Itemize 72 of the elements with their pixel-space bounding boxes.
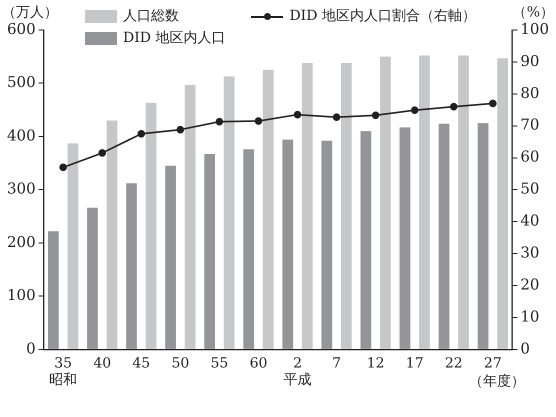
y2-tick-label: 40	[520, 212, 540, 230]
point	[450, 102, 458, 110]
bar	[224, 76, 235, 349]
bar	[48, 231, 59, 349]
bar	[438, 124, 450, 349]
bar	[243, 149, 254, 349]
point	[372, 111, 380, 120]
bar	[68, 143, 78, 349]
bar	[360, 131, 372, 349]
x-axis-title: （年度）	[468, 374, 525, 390]
y-axis-title: （万人）	[2, 4, 58, 21]
x-tick-label: 7	[332, 355, 342, 372]
y2-tick-label: 20	[520, 275, 540, 294]
y2-tick-label: 10	[520, 307, 540, 326]
bar	[478, 123, 488, 349]
y-tick-label: 200	[6, 232, 36, 251]
bar	[419, 56, 430, 349]
point	[137, 130, 146, 138]
bar	[106, 120, 118, 349]
y2-tick-label: 50	[520, 180, 540, 198]
bar	[321, 140, 332, 349]
legend-label: DID 地区内人口割合（右軸）	[289, 7, 476, 25]
y-tick-label: 500	[6, 73, 36, 92]
bar	[126, 183, 137, 349]
y-tick-label: 300	[6, 180, 36, 198]
y-tick-label: 600	[6, 20, 36, 38]
x-tick-label: 22	[444, 355, 463, 372]
bar	[302, 63, 313, 349]
x-tick-label: 55	[210, 355, 228, 372]
bar	[497, 58, 508, 349]
y2-axis-title: （%）	[512, 4, 554, 21]
bar	[165, 166, 176, 349]
x-tick-label: 45	[132, 355, 150, 372]
point	[294, 110, 302, 118]
bar	[340, 63, 352, 349]
x-tick-label: 60	[250, 355, 268, 372]
bar	[380, 56, 391, 349]
x-tick-label: 12	[366, 355, 385, 372]
y-tick-label: 400	[6, 126, 36, 144]
point	[410, 106, 419, 114]
bar	[282, 140, 294, 349]
legend-label: DID 地区内人口	[123, 29, 226, 47]
legend-label: 人口総数	[123, 7, 179, 25]
y2-tick-label: 0	[520, 339, 530, 358]
bar	[400, 127, 410, 349]
point	[216, 118, 224, 126]
bar	[204, 154, 216, 349]
bar	[87, 208, 98, 349]
x-tick-label: 50	[171, 355, 190, 372]
bar	[146, 102, 156, 349]
x-tick-label: 27	[484, 355, 502, 372]
y2-tick-label: 100	[520, 20, 550, 38]
y2-tick-label: 70	[520, 116, 540, 134]
x-tick-label: 35 昭和	[49, 355, 78, 388]
y2-tick-label: 30	[520, 243, 540, 262]
point	[489, 100, 497, 108]
point	[98, 149, 106, 157]
point	[176, 126, 184, 134]
x-tick-label: 17	[406, 355, 424, 372]
point	[254, 117, 262, 125]
y-tick-label: 0	[26, 339, 36, 358]
point	[59, 164, 67, 172]
y2-tick-label: 60	[520, 148, 540, 166]
x-tick-label: 2 平成	[284, 355, 312, 388]
y2-tick-label: 90	[520, 52, 540, 70]
bar	[262, 70, 274, 349]
x-tick-label: 40	[93, 355, 112, 372]
y-tick-label: 100	[6, 286, 36, 304]
bar	[184, 84, 196, 349]
y2-tick-label: 80	[520, 84, 540, 102]
point	[332, 113, 340, 121]
bar	[458, 56, 469, 349]
